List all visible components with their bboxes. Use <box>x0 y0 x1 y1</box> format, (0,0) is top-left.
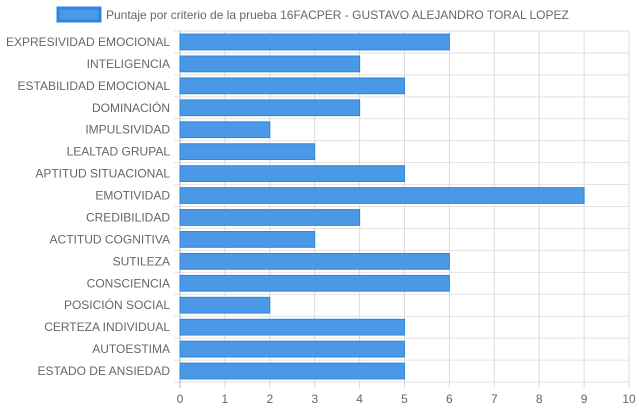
x-tick-label: 8 <box>536 392 543 406</box>
legend-label: Puntaje por criterio de la prueba 16FACP… <box>106 8 569 22</box>
y-tick-label: POSICIÓN SOCIAL <box>64 297 170 312</box>
x-tick-label: 5 <box>401 392 408 406</box>
bar[interactable] <box>179 121 271 139</box>
bar[interactable] <box>179 33 450 51</box>
bar[interactable] <box>179 55 361 73</box>
legend-swatch <box>56 6 102 23</box>
bar[interactable] <box>179 318 405 336</box>
x-tick-label: 3 <box>311 392 318 406</box>
x-tick-label: 9 <box>581 392 588 406</box>
bar[interactable] <box>179 274 450 292</box>
bar[interactable] <box>179 187 585 204</box>
x-tick-label: 4 <box>356 392 363 406</box>
y-tick-label: ESTABILIDAD EMOCIONAL <box>18 79 171 93</box>
y-tick-label: IMPULSIVIDAD <box>85 123 170 137</box>
y-tick-label: LEALTAD GRUPAL <box>67 145 171 159</box>
bar[interactable] <box>179 296 271 314</box>
y-tick-label: EXPRESIVIDAD EMOCIONAL <box>6 35 170 49</box>
bar[interactable] <box>179 165 405 182</box>
bars <box>179 33 585 380</box>
x-tick-label: 10 <box>622 392 636 406</box>
y-tick-label: APTITUD SITUACIONAL <box>35 167 170 181</box>
x-tick-label: 2 <box>266 392 273 406</box>
y-tick-label: SUTILEZA <box>113 254 170 268</box>
y-tick-label: EMOTIVIDAD <box>95 189 170 203</box>
y-axis-labels: EXPRESIVIDAD EMOCIONAL INTELIGENCIA ESTABI… <box>6 35 170 378</box>
bar[interactable] <box>179 99 361 117</box>
bar[interactable] <box>179 252 450 270</box>
y-tick-label: INTELIGENCIA <box>87 57 170 71</box>
y-tick-label: ACTITUD COGNITIVA <box>50 232 170 246</box>
x-axis-labels: 0 1 2 3 4 5 6 7 8 9 10 <box>177 392 636 406</box>
x-tick-label: 0 <box>177 392 184 406</box>
y-tick-label: DOMINACIÓN <box>92 100 170 115</box>
y-tick-label: AUTOESTIMA <box>92 342 170 356</box>
y-tick-label: CERTEZA INDIVIDUAL <box>44 320 170 334</box>
bar[interactable] <box>179 231 316 248</box>
y-tick-label: CREDIBILIDAD <box>86 210 170 224</box>
x-tick-label: 7 <box>491 392 498 406</box>
y-tick-label: ESTADO DE ANSIEDAD <box>38 364 171 378</box>
x-tick-label: 6 <box>446 392 453 406</box>
legend[interactable]: Puntaje por criterio de la prueba 16FACP… <box>56 6 569 23</box>
bar[interactable] <box>179 143 316 161</box>
x-tick-label: 1 <box>222 392 229 406</box>
y-tick-label: CONSCIENCIA <box>87 276 170 290</box>
bar[interactable] <box>179 362 405 380</box>
bar[interactable] <box>179 209 361 226</box>
bar[interactable] <box>179 340 405 358</box>
bar[interactable] <box>179 77 405 95</box>
